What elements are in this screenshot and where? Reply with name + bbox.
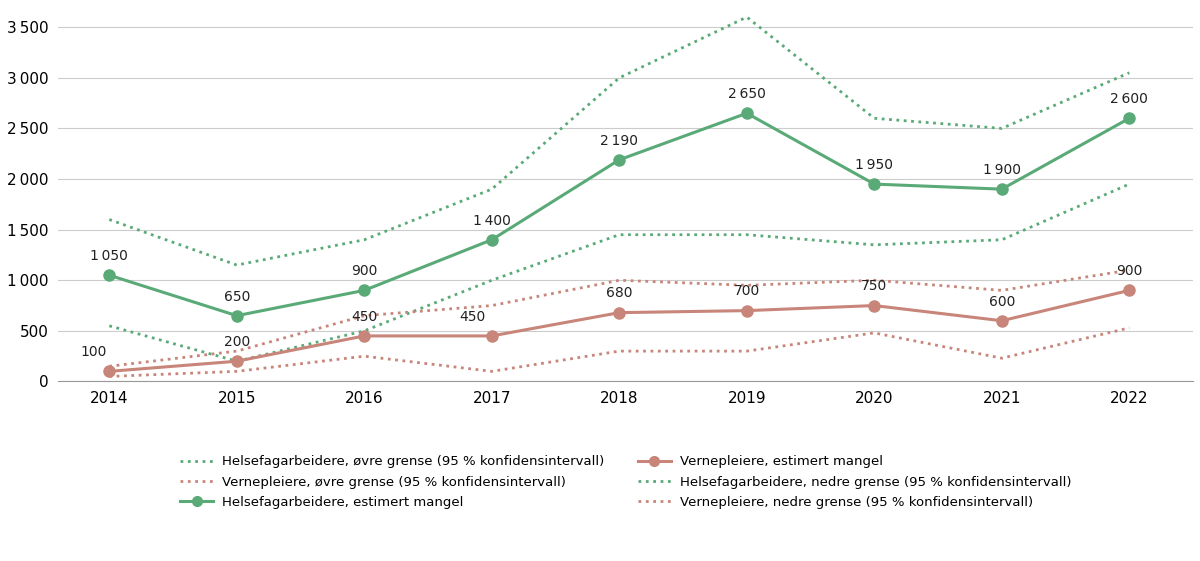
Text: 100: 100	[80, 345, 107, 359]
Text: 750: 750	[862, 279, 888, 293]
Text: 650: 650	[223, 289, 250, 304]
Text: 600: 600	[989, 295, 1015, 309]
Text: 680: 680	[606, 287, 632, 301]
Text: 2 600: 2 600	[1110, 92, 1148, 106]
Text: 700: 700	[733, 284, 760, 298]
Text: 1 950: 1 950	[856, 158, 893, 172]
Text: 1 050: 1 050	[90, 249, 128, 263]
Text: 450: 450	[460, 310, 486, 324]
Text: 1 900: 1 900	[983, 163, 1021, 177]
Text: 1 400: 1 400	[473, 214, 511, 228]
Text: 200: 200	[223, 335, 250, 349]
Text: 900: 900	[352, 264, 378, 278]
Text: 2 650: 2 650	[728, 87, 766, 101]
Text: 450: 450	[352, 310, 378, 324]
Text: 2 190: 2 190	[600, 134, 638, 148]
Legend: Helsefagarbeidere, øvre grense (95 % konfidensintervall), Vernepleiere, øvre gre: Helsefagarbeidere, øvre grense (95 % kon…	[180, 456, 1072, 509]
Text: 900: 900	[1116, 264, 1142, 278]
